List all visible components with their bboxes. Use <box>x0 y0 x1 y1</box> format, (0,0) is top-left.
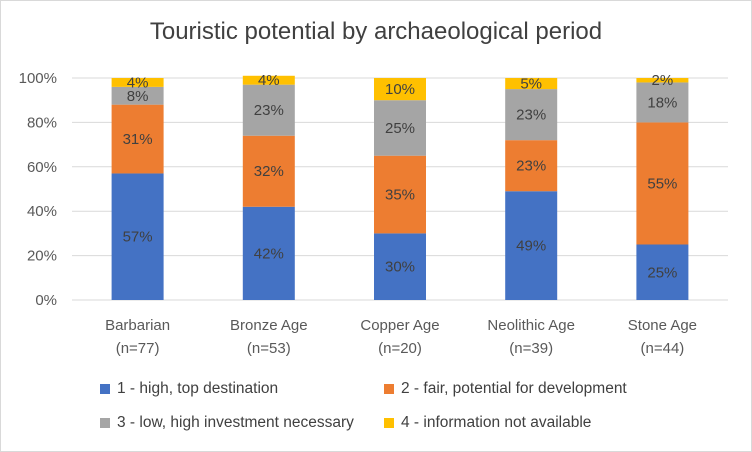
bar-segment <box>111 78 164 87</box>
bar-segment <box>242 206 295 300</box>
data-label: 23% <box>516 107 546 124</box>
data-label: 42% <box>254 245 284 262</box>
legend-label-1: 1 - high, top destination <box>117 380 279 397</box>
y-tick-label: 40% <box>27 203 57 220</box>
bar-segment <box>242 84 295 136</box>
bar-segment <box>636 82 689 123</box>
bar-segment <box>505 89 558 141</box>
bar-segment <box>636 122 689 245</box>
data-label: 4% <box>127 74 149 91</box>
data-label: 8% <box>127 88 149 105</box>
chart-title: Touristic potential by archaeological pe… <box>149 18 603 45</box>
x-tick-label: Bronze Age <box>230 317 308 334</box>
data-label: 25% <box>647 264 677 281</box>
data-label: 25% <box>385 120 415 137</box>
data-label: 10% <box>385 81 415 98</box>
bar-segment <box>374 78 426 101</box>
legend-label-4: 4 - information not available <box>401 414 592 431</box>
bar-segment <box>374 233 426 300</box>
data-label: 57% <box>123 229 153 246</box>
data-label: 23% <box>254 102 284 119</box>
y-tick-label: 0% <box>35 292 57 309</box>
y-tick-label: 20% <box>27 248 57 265</box>
bar-segment <box>242 75 295 85</box>
bar-segment <box>111 173 164 300</box>
legend-item-3: 3 - low, high investment necessary <box>100 414 354 432</box>
legend-swatch-1 <box>100 384 110 394</box>
legend-label-3: 3 - low, high investment necessary <box>117 414 354 431</box>
bar-segment <box>111 86 164 105</box>
legend-item-2: 2 - fair, potential for development <box>384 380 627 398</box>
x-tick-count: (n=53) <box>247 340 291 357</box>
legend-label-2: 2 - fair, potential for development <box>401 380 627 397</box>
legend-item-1: 1 - high, top destination <box>100 380 278 398</box>
data-label: 32% <box>254 163 284 180</box>
bar-segment <box>636 244 689 300</box>
x-tick-count: (n=77) <box>116 340 160 357</box>
bar-segment <box>242 135 295 207</box>
y-tick-label: 80% <box>27 114 57 131</box>
legend-item-4: 4 - information not available <box>384 414 591 432</box>
data-label: 18% <box>647 94 677 111</box>
bar-segment <box>505 191 558 300</box>
data-label: 55% <box>647 175 677 192</box>
x-tick-count: (n=39) <box>509 340 553 357</box>
data-label: 49% <box>516 238 546 255</box>
bar-segment <box>374 155 426 234</box>
x-tick-label: Neolithic Age <box>487 317 575 334</box>
legend-swatch-3 <box>100 418 110 428</box>
bar-segment <box>505 140 558 192</box>
x-tick-count: (n=44) <box>641 340 685 357</box>
x-tick-count: (n=20) <box>378 340 422 357</box>
bar-segment <box>111 104 164 174</box>
y-tick-label: 100% <box>19 70 57 87</box>
bar-segment <box>636 78 689 83</box>
bar-segment <box>505 78 558 90</box>
legend-swatch-2 <box>384 384 394 394</box>
x-tick-label: Barbarian <box>105 317 170 334</box>
data-label: 4% <box>258 72 280 89</box>
legend-swatch-4 <box>384 418 394 428</box>
data-label: 23% <box>516 158 546 175</box>
data-label: 30% <box>385 259 415 276</box>
data-label: 2% <box>652 72 674 89</box>
data-label: 31% <box>123 131 153 148</box>
x-tick-label: Copper Age <box>360 317 439 334</box>
x-tick-label: Stone Age <box>628 317 697 334</box>
y-tick-label: 60% <box>27 159 57 176</box>
data-label: 5% <box>520 76 542 93</box>
data-label: 35% <box>385 187 415 204</box>
bar-segment <box>374 100 426 156</box>
